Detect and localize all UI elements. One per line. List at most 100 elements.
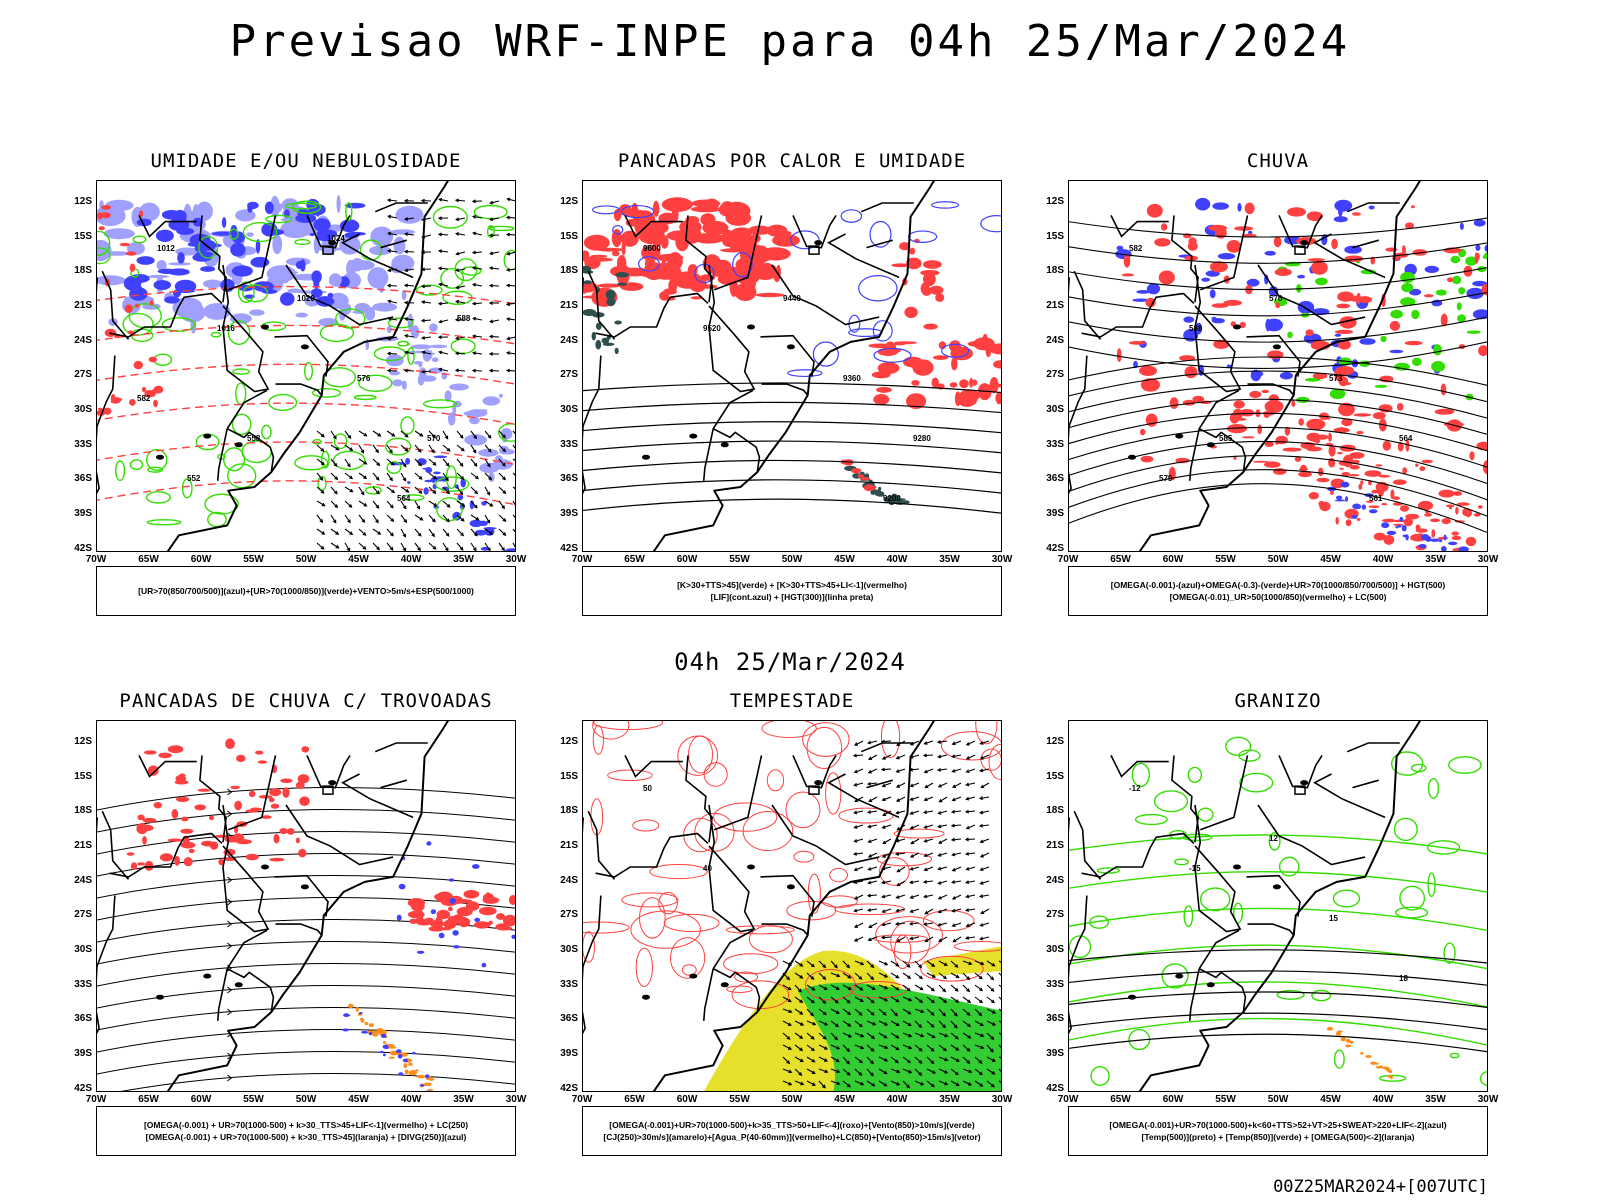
legend-line: [OMEGA(-0.001) + UR>70(1000-500) + k>30_… <box>145 1132 467 1142</box>
contour-label: 558 <box>247 434 261 443</box>
lon-label: 55W <box>243 1094 264 1105</box>
map-frame: 1012 1016 1020 576 570 564 558 552 588 582 1024 <box>96 180 516 552</box>
lat-label: 39S <box>74 507 92 519</box>
lat-label: 21S <box>560 299 578 311</box>
lat-label: 21S <box>74 299 92 311</box>
contour-label: 9600 <box>643 244 661 253</box>
contour-label: -15 <box>1189 864 1201 873</box>
lon-label: 40W <box>886 1094 908 1105</box>
lat-label: 12S <box>560 196 578 207</box>
lon-label: 35W <box>939 1094 960 1105</box>
lat-label: 18S <box>560 265 578 277</box>
lat-label: 27S <box>1046 909 1064 921</box>
contour-label: 50 <box>643 784 652 793</box>
contour-label: -12 <box>1129 784 1141 793</box>
lon-label: 30W <box>991 554 1013 565</box>
lat-label: 15S <box>560 230 578 242</box>
lat-label: 36S <box>74 473 92 485</box>
divg-blue <box>396 841 515 968</box>
panel-title: PANCADAS DE CHUVA C/ TROVOADAS <box>119 690 493 712</box>
contour-label: 9200 <box>883 494 901 503</box>
legend-line: [K>30+TTS>45](verde) + [K>30+TTS>45+LI<-… <box>677 580 907 590</box>
lat-label: 27S <box>74 909 92 921</box>
contour-label: 570 <box>427 434 441 443</box>
map-frame <box>96 720 516 1092</box>
contour-label: 9280 <box>913 434 931 443</box>
lon-label: 35W <box>1425 554 1446 565</box>
lat-label: 33S <box>560 978 578 990</box>
contour-label: 1016 <box>217 324 235 333</box>
streamlines <box>97 786 515 1091</box>
legend-line: [Temp(500)](preto) + [Temp(850)](verde) … <box>1141 1132 1415 1142</box>
contour-label: 552 <box>187 474 201 483</box>
contour-label: 582 <box>1129 244 1143 253</box>
instability-red <box>583 197 800 307</box>
lon-label: 40W <box>1372 554 1394 565</box>
panel-title: UMIDADE E/OU NEBULOSIDADE <box>150 150 462 172</box>
lon-label: 70W <box>1057 554 1079 565</box>
omega-orange <box>1326 1026 1393 1080</box>
lat-label: 24S <box>560 874 578 886</box>
lat-label: 42S <box>1046 542 1064 554</box>
lon-label: 30W <box>1477 1094 1499 1105</box>
lon-label: 30W <box>991 1094 1013 1105</box>
legend-box: [OMEGA(-0.001)+UR>70(1000-500)+k<60+TTS>… <box>1068 1106 1488 1156</box>
panel-title: GRANIZO <box>1234 690 1322 712</box>
contour-label: 9520 <box>703 324 721 333</box>
lon-label: 60W <box>190 1094 212 1105</box>
jet-yellow-e <box>923 946 1001 976</box>
lon-label: 45W <box>1320 554 1341 565</box>
lon-label: 45W <box>1320 1094 1341 1105</box>
lon-label: 50W <box>1267 1094 1289 1105</box>
coastline <box>97 181 449 551</box>
contour-label: 9440 <box>783 294 801 303</box>
contour-label: 1024 <box>327 234 345 243</box>
contour-label: 18 <box>1399 974 1408 983</box>
map-panel-2: PANCADAS POR CALOR E UMIDADE 9600 9520 9440… <box>560 150 1012 616</box>
map-panel-1: UMIDADE E/OU NEBULOSIDADE 1012 1016 1020 576… <box>74 150 526 616</box>
lat-label: 12S <box>74 736 92 747</box>
lat-label: 27S <box>560 369 578 381</box>
legend-box: [OMEGA(-0.001) + UR>70(1000-500) + k>30_… <box>96 1106 516 1156</box>
lat-label: 21S <box>74 839 92 851</box>
lat-label: 21S <box>1046 839 1064 851</box>
contour-label: 561 <box>1369 494 1383 503</box>
lat-label: 24S <box>1046 334 1064 346</box>
panel-title: PANCADAS POR CALOR E UMIDADE <box>617 150 967 172</box>
lon-label: 65W <box>624 1094 645 1105</box>
contour-label: 564 <box>1399 434 1413 443</box>
lon-label: 60W <box>190 554 212 565</box>
lon-label: 70W <box>85 1094 107 1105</box>
main-title: Previsao WRF-INPE para 04h 25/Mar/2024 <box>229 16 1351 67</box>
instability-band-r <box>841 459 877 492</box>
lat-label: 18S <box>560 805 578 817</box>
contour-label: 585 <box>1219 434 1233 443</box>
legend-line: [LIF](cont.azul) + [HGT(300)](linha pret… <box>710 592 874 602</box>
lon-label: 65W <box>138 554 159 565</box>
legend-line: [OMEGA(-0.001)+UR>70(1000-500)+k>35_TTS>… <box>609 1120 975 1130</box>
lat-label: 15S <box>1046 230 1064 242</box>
lat-label: 27S <box>74 369 92 381</box>
lat-label: 30S <box>1046 403 1064 415</box>
lon-label: 35W <box>453 554 474 565</box>
lat-label: 18S <box>1046 805 1064 817</box>
lat-label: 27S <box>560 909 578 921</box>
lat-label: 24S <box>1046 874 1064 886</box>
legend-line: [OMEGA(-0.001)-(azul)+OMEGA(-0.3)-(verde… <box>1110 580 1446 590</box>
lat-label: 21S <box>560 839 578 851</box>
map-svg: 1012 1016 1020 576 570 564 558 552 588 582 1024 <box>97 181 515 551</box>
contour-label: 582 <box>137 394 151 403</box>
contour-label: 573 <box>1329 374 1343 383</box>
lat-label: 36S <box>560 1013 578 1025</box>
lon-label: 50W <box>781 1094 803 1105</box>
lon-label: 45W <box>834 1094 855 1105</box>
contour-label: 579 <box>1159 474 1173 483</box>
lon-label: 50W <box>295 554 317 565</box>
lon-label: 50W <box>781 554 803 565</box>
map-frame: -12 -15 12 15 18 <box>1068 720 1488 1092</box>
lon-label: 55W <box>729 1094 750 1105</box>
lon-label: 40W <box>1372 1094 1394 1105</box>
lon-label: 70W <box>571 554 593 565</box>
storms-red-e <box>407 889 515 932</box>
lat-label: 30S <box>74 943 92 955</box>
